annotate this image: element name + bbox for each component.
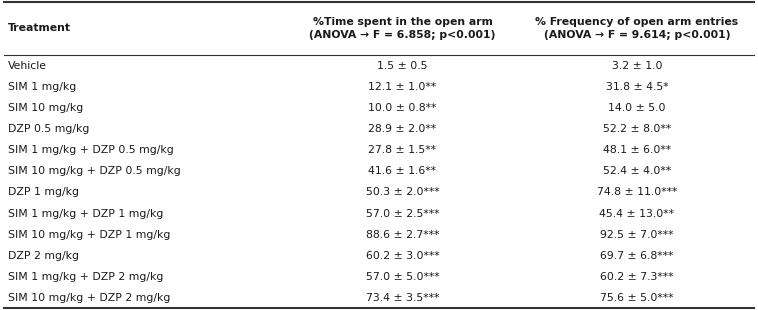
Text: 12.1 ± 1.0**: 12.1 ± 1.0** [368, 82, 437, 92]
Text: 48.1 ± 6.0**: 48.1 ± 6.0** [603, 145, 671, 155]
Text: SIM 10 mg/kg + DZP 1 mg/kg: SIM 10 mg/kg + DZP 1 mg/kg [8, 230, 170, 240]
Text: DZP 0.5 mg/kg: DZP 0.5 mg/kg [8, 124, 89, 134]
Text: 52.2 ± 8.0**: 52.2 ± 8.0** [603, 124, 671, 134]
Text: 75.6 ± 5.0***: 75.6 ± 5.0*** [600, 293, 674, 303]
Text: 74.8 ± 11.0***: 74.8 ± 11.0*** [597, 188, 677, 197]
Text: SIM 10 mg/kg: SIM 10 mg/kg [8, 103, 83, 113]
Text: 73.4 ± 3.5***: 73.4 ± 3.5*** [366, 293, 439, 303]
Text: 50.3 ± 2.0***: 50.3 ± 2.0*** [365, 188, 440, 197]
Text: 27.8 ± 1.5**: 27.8 ± 1.5** [368, 145, 437, 155]
Text: Vehicle: Vehicle [8, 61, 46, 71]
Text: 88.6 ± 2.7***: 88.6 ± 2.7*** [366, 230, 439, 240]
Text: 57.0 ± 2.5***: 57.0 ± 2.5*** [365, 209, 439, 219]
Text: 3.2 ± 1.0: 3.2 ± 1.0 [612, 61, 662, 71]
Text: SIM 1 mg/kg + DZP 1 mg/kg: SIM 1 mg/kg + DZP 1 mg/kg [8, 209, 163, 219]
Text: Treatment: Treatment [8, 23, 70, 33]
Text: 28.9 ± 2.0**: 28.9 ± 2.0** [368, 124, 437, 134]
Text: DZP 1 mg/kg: DZP 1 mg/kg [8, 188, 79, 197]
Text: %Time spent in the open arm
(ANOVA → F = 6.858; p<0.001): %Time spent in the open arm (ANOVA → F =… [309, 17, 496, 40]
Text: 60.2 ± 3.0***: 60.2 ± 3.0*** [365, 251, 440, 261]
Text: 92.5 ± 7.0***: 92.5 ± 7.0*** [600, 230, 674, 240]
Text: 45.4 ± 13.0**: 45.4 ± 13.0** [600, 209, 675, 219]
Text: 31.8 ± 4.5*: 31.8 ± 4.5* [606, 82, 669, 92]
Text: SIM 10 mg/kg + DZP 2 mg/kg: SIM 10 mg/kg + DZP 2 mg/kg [8, 293, 170, 303]
Text: 60.2 ± 7.3***: 60.2 ± 7.3*** [600, 272, 674, 282]
Text: 41.6 ± 1.6**: 41.6 ± 1.6** [368, 166, 437, 176]
Text: SIM 1 mg/kg + DZP 0.5 mg/kg: SIM 1 mg/kg + DZP 0.5 mg/kg [8, 145, 174, 155]
Text: % Frequency of open arm entries
(ANOVA → F = 9.614; p<0.001): % Frequency of open arm entries (ANOVA →… [535, 17, 738, 40]
Text: 69.7 ± 6.8***: 69.7 ± 6.8*** [600, 251, 674, 261]
Text: 14.0 ± 5.0: 14.0 ± 5.0 [608, 103, 666, 113]
Text: DZP 2 mg/kg: DZP 2 mg/kg [8, 251, 79, 261]
Text: SIM 1 mg/kg + DZP 2 mg/kg: SIM 1 mg/kg + DZP 2 mg/kg [8, 272, 163, 282]
Text: SIM 1 mg/kg: SIM 1 mg/kg [8, 82, 76, 92]
Text: 10.0 ± 0.8**: 10.0 ± 0.8** [368, 103, 437, 113]
Text: 1.5 ± 0.5: 1.5 ± 0.5 [377, 61, 428, 71]
Text: 52.4 ± 4.0**: 52.4 ± 4.0** [603, 166, 671, 176]
Text: 57.0 ± 5.0***: 57.0 ± 5.0*** [365, 272, 440, 282]
Text: SIM 10 mg/kg + DZP 0.5 mg/kg: SIM 10 mg/kg + DZP 0.5 mg/kg [8, 166, 180, 176]
